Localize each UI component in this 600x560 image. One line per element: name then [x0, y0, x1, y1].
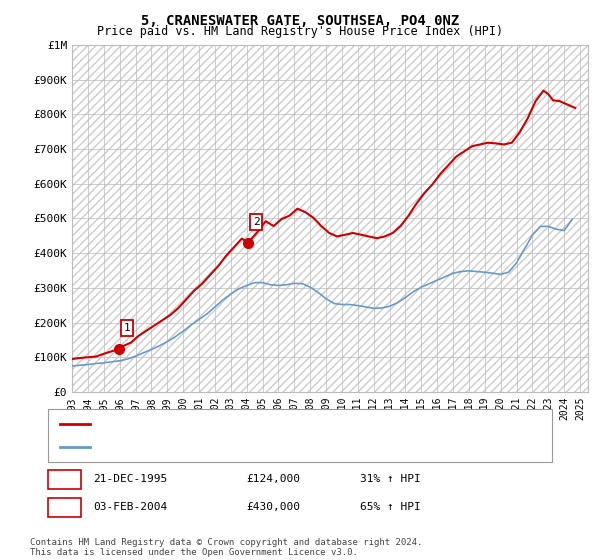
Text: £430,000: £430,000 — [246, 502, 300, 512]
Text: 5, CRANESWATER GATE, SOUTHSEA, PO4 0NZ: 5, CRANESWATER GATE, SOUTHSEA, PO4 0NZ — [141, 14, 459, 28]
Text: 1: 1 — [124, 323, 130, 333]
Text: 2: 2 — [253, 217, 259, 227]
Text: Price paid vs. HM Land Registry's House Price Index (HPI): Price paid vs. HM Land Registry's House … — [97, 25, 503, 38]
Text: 21-DEC-1995: 21-DEC-1995 — [93, 474, 167, 484]
Text: 65% ↑ HPI: 65% ↑ HPI — [360, 502, 421, 512]
Text: HPI: Average price, detached house, Portsmouth: HPI: Average price, detached house, Port… — [93, 442, 380, 452]
Text: 2: 2 — [61, 502, 68, 512]
Text: Contains HM Land Registry data © Crown copyright and database right 2024.
This d: Contains HM Land Registry data © Crown c… — [30, 538, 422, 557]
Text: 1: 1 — [61, 474, 68, 484]
Text: £124,000: £124,000 — [246, 474, 300, 484]
Text: 5, CRANESWATER GATE, SOUTHSEA, PO4 0NZ (detached house): 5, CRANESWATER GATE, SOUTHSEA, PO4 0NZ (… — [93, 419, 437, 429]
Text: 31% ↑ HPI: 31% ↑ HPI — [360, 474, 421, 484]
Text: 03-FEB-2004: 03-FEB-2004 — [93, 502, 167, 512]
